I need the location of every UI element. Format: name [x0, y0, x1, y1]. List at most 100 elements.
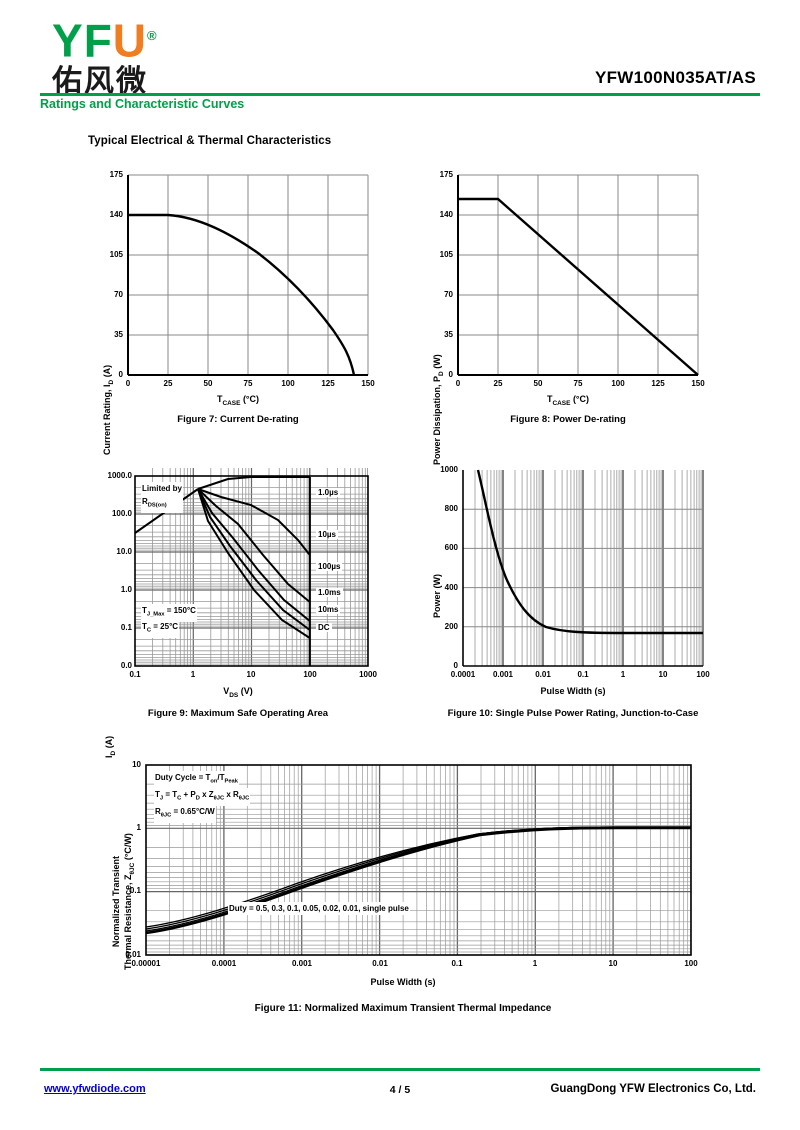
figure-9-annotation-tjmax: TJ_Max = 150°C: [141, 604, 197, 622]
logo-letter-u: U: [112, 14, 148, 67]
figure-10-x-axis-title: Pulse Width (s): [540, 686, 606, 696]
figure-10-ytick: 0: [453, 661, 458, 670]
figure-10-ytick: 800: [444, 504, 458, 513]
figure-7-x-axis-title: TCASE (°C): [216, 394, 260, 407]
figure-8-xtick: 25: [493, 379, 503, 388]
figure-7-ytick: 0: [118, 370, 123, 379]
logo-letter-f: F: [83, 14, 113, 67]
figure-11-xtick: 0.001: [291, 959, 313, 968]
figure-8-ytick: 105: [439, 250, 453, 259]
company-logo: YFU® 佑风微: [52, 12, 282, 98]
figure-7-ytick: 70: [114, 290, 123, 299]
figure-10-xtick: 0.001: [492, 670, 514, 679]
figure-8-ytick: 140: [439, 210, 453, 219]
figure-7-plot: [127, 174, 369, 376]
figure-7-xtick: 150: [361, 379, 375, 388]
figure-11-ytick: 0.1: [129, 886, 141, 895]
figure-9-ytick: 1.0: [120, 585, 132, 594]
figure-9-ytick: 0.0: [120, 661, 132, 670]
figure-9-xtick: 10: [246, 670, 256, 679]
figure-7-xtick: 100: [281, 379, 295, 388]
figure-7-xtick: 25: [163, 379, 173, 388]
figure-11-annotation-duty-cycle: Duty Cycle = Ton/TPeak: [154, 771, 239, 789]
logo-letter-y: Y: [52, 14, 84, 67]
figure-11-xtick: 0.01: [372, 959, 388, 968]
figure-7-ytick: 35: [114, 330, 123, 339]
figure-11-xtick: 0.1: [451, 959, 463, 968]
figure-7-xtick: 75: [243, 379, 253, 388]
figure-9-xtick: 100: [303, 670, 317, 679]
figure-8-x-axis-title: TCASE (°C): [546, 394, 590, 407]
figure-11-annotation-tj-equation: TJ = TC + PD x ZθJC x RθJC: [154, 788, 251, 806]
website-link[interactable]: www.yfwdiode.com: [44, 1083, 146, 1095]
figure-11-annotation-rthjc: RθJC = 0.65°C/W: [154, 805, 216, 823]
figure-7-xtick: 50: [203, 379, 213, 388]
figure-10-xtick: 10: [658, 670, 668, 679]
figure-7-ytick: 175: [109, 170, 123, 179]
figure-9-safe-operating-area: ID (A): [88, 458, 388, 758]
figure-9-curve-label-10ms: 10ms: [316, 605, 341, 614]
figure-11-caption: Figure 11: Normalized Maximum Transient …: [254, 1003, 552, 1014]
figure-7-ytick: 140: [109, 210, 123, 219]
figure-10-single-pulse-power: Power (W): [418, 458, 728, 728]
figure-8-xtick: 100: [611, 379, 625, 388]
figure-10-ytick: 200: [444, 622, 458, 631]
figure-11-transient-thermal-impedance: Normalized Transient Thermal Resistance, …: [98, 755, 708, 1035]
footer-divider: [40, 1068, 760, 1071]
figure-9-annotation-tc: TC = 25°C: [141, 620, 180, 638]
figure-11-plot: [145, 764, 692, 956]
figure-9-xtick: 0.1: [129, 670, 141, 679]
figure-10-xtick: 100: [696, 670, 710, 679]
figure-11-xtick: 0.0001: [211, 959, 237, 968]
figure-8-xtick: 0: [455, 379, 461, 388]
figure-11-x-axis-title: Pulse Width (s): [370, 977, 436, 987]
part-number: YFW100N035AT/AS: [594, 68, 756, 87]
section-title: Ratings and Characteristic Curves: [40, 97, 245, 111]
figure-10-xtick: 0.1: [577, 670, 589, 679]
figure-11-xtick: 100: [684, 959, 698, 968]
figure-10-caption: Figure 10: Single Pulse Power Rating, Ju…: [447, 708, 699, 719]
figure-10-ytick: 1000: [440, 465, 458, 474]
figure-9-plot: [134, 468, 369, 667]
figure-7-xtick: 0: [125, 379, 131, 388]
figure-8-power-derating: Power Dissipation, PD (W) 175 140 105 70…: [418, 160, 718, 465]
figure-9-x-axis-title: VDS (V): [223, 686, 253, 699]
figure-8-ytick: 175: [439, 170, 453, 179]
figure-9-annotation-limited-by: Limited by RDS(on): [141, 482, 184, 513]
figure-11-ytick: 10: [132, 760, 141, 769]
logo-chinese-text: 佑风微: [52, 65, 148, 99]
figure-10-xtick: 0.0001: [450, 670, 476, 679]
page-header: YFU® 佑风微 YFW100N035AT/AS Ratings and Cha…: [0, 0, 800, 112]
header-divider: [40, 93, 760, 96]
figure-8-xtick: 150: [691, 379, 705, 388]
figure-8-xtick: 125: [651, 379, 665, 388]
figure-8-xtick: 50: [533, 379, 543, 388]
figure-9-curve-label-1ms: 1.0ms: [316, 588, 343, 597]
figure-8-ytick: 35: [444, 330, 453, 339]
registered-trademark-icon: ®: [147, 28, 158, 43]
figure-9-curve-label-1us: 1.0µs: [316, 488, 341, 497]
figure-8-xtick: 75: [573, 379, 583, 388]
figure-10-ytick: 600: [444, 543, 458, 552]
figure-11-annotation-duty-values: Duty = 0.5, 0.3, 0.1, 0.05, 0.02, 0.01, …: [228, 902, 410, 915]
figure-9-ytick: 10.0: [116, 547, 132, 556]
page-heading: Typical Electrical & Thermal Characteris…: [88, 135, 332, 147]
figure-9-ytick: 0.1: [120, 623, 132, 632]
figure-7-ytick: 105: [109, 250, 123, 259]
figure-10-ytick: 400: [444, 583, 458, 592]
figure-8-ytick: 70: [444, 290, 453, 299]
figure-7-caption: Figure 7: Current De-rating: [177, 414, 299, 425]
figure-9-curve-label-100us: 100µs: [316, 562, 343, 571]
figure-11-xtick: 1: [532, 959, 538, 968]
figure-9-curve-label-dc: DC: [316, 623, 332, 632]
company-name: GuangDong YFW Electronics Co, Ltd.: [550, 1083, 756, 1095]
figure-9-curve-label-10us: 10µs: [316, 530, 338, 539]
figure-11-xtick: 10: [608, 959, 618, 968]
figure-8-caption: Figure 8: Power De-rating: [510, 414, 626, 425]
figure-10-xtick: 1: [620, 670, 626, 679]
figure-7-xtick: 125: [321, 379, 335, 388]
figure-11-xtick: 0.00001: [131, 959, 161, 968]
figure-11-ytick: 0.01: [125, 950, 141, 959]
figure-8-ytick: 0: [448, 370, 453, 379]
figure-9-ytick: 100.0: [111, 509, 132, 518]
